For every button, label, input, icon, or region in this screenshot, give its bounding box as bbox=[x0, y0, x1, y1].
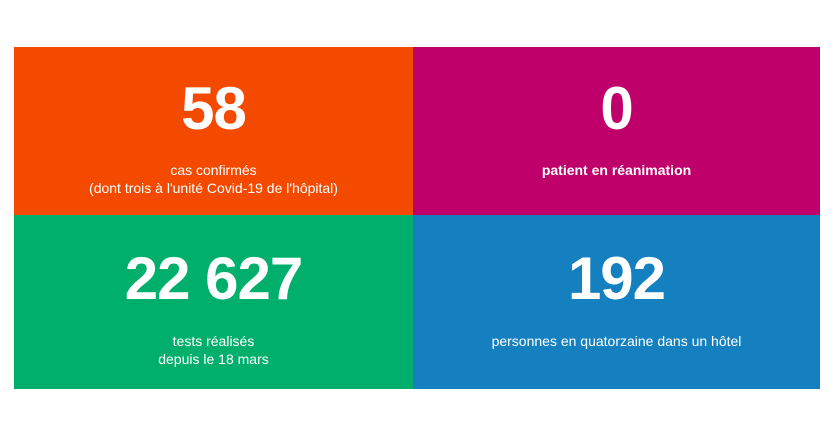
stat-label-line: (dont trois à l'unité Covid-19 de l'hôpi… bbox=[89, 180, 338, 196]
tile-icu-patients: 0 patient en réanimation bbox=[413, 47, 820, 215]
stat-label-line: cas confirmés bbox=[170, 162, 257, 178]
stat-label-line: depuis le 18 mars bbox=[158, 351, 269, 367]
stat-label: tests réalisés depuis le 18 mars bbox=[14, 332, 413, 368]
stat-label-line: patient en réanimation bbox=[541, 162, 692, 178]
tile-tests: 22 627 tests réalisés depuis le 18 mars bbox=[14, 215, 413, 389]
stat-label-line: tests réalisés bbox=[172, 333, 255, 349]
stat-label: patient en réanimation bbox=[413, 161, 820, 179]
stat-value: 0 bbox=[600, 75, 633, 142]
stat-value: 192 bbox=[567, 245, 666, 312]
stat-label: cas confirmés (dont trois à l'unité Covi… bbox=[14, 161, 413, 197]
stat-label-line: personnes en quatorzaine dans un hôtel bbox=[491, 333, 742, 349]
stat-value: 58 bbox=[181, 75, 247, 142]
stats-grid: 58 cas confirmés (dont trois à l'unité C… bbox=[14, 47, 820, 389]
stat-label: personnes en quatorzaine dans un hôtel bbox=[413, 332, 820, 350]
stat-value: 22 627 bbox=[124, 245, 304, 312]
tile-confirmed-cases: 58 cas confirmés (dont trois à l'unité C… bbox=[14, 47, 413, 215]
tile-quarantine: 192 personnes en quatorzaine dans un hôt… bbox=[413, 215, 820, 389]
